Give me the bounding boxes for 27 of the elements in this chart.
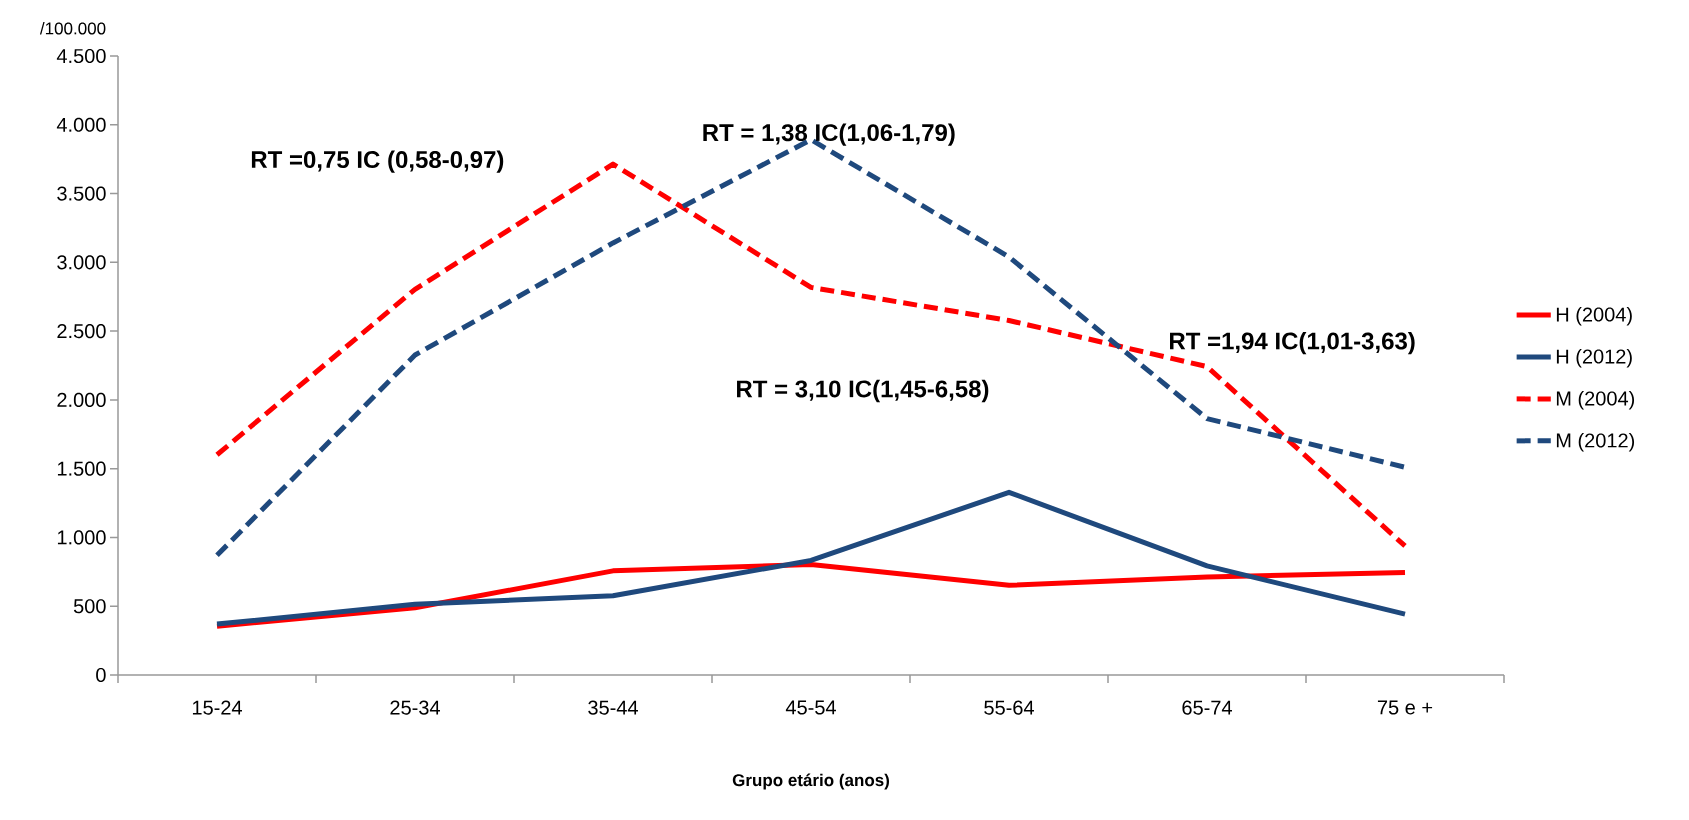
- annotation: RT =0,75 IC (0,58-0,97): [251, 150, 504, 173]
- y-tick-label: 4.000: [56, 117, 106, 132]
- y-tick-label: 3.000: [57, 255, 106, 270]
- y-tick-label: 4.500: [56, 48, 106, 64]
- y-tick-label: 500: [73, 599, 106, 614]
- x-tick-label: 45-54: [785, 700, 836, 715]
- y-tick-label: 2.500: [57, 324, 106, 339]
- annotation: RT = 3,10 IC(1,45-6,58): [737, 379, 989, 403]
- x-tick-label: 75 e +: [1377, 700, 1433, 715]
- annotation: RT = 1,38 IC(1,06-1,79): [703, 123, 955, 146]
- legend-label: H (2012): [1556, 348, 1632, 368]
- legend-label: M (2012): [1556, 432, 1635, 452]
- y-tick-label: 0: [96, 667, 106, 683]
- y-tick-label: 1.500: [57, 461, 106, 476]
- x-tick-label: 25-34: [390, 700, 440, 715]
- x-tick-label: 35-44: [588, 700, 638, 715]
- x-tick-label: 65-74: [1182, 700, 1232, 715]
- y-axis-title: /100.000: [39, 21, 106, 35]
- annotation: RT =1,94 IC(1,01-3,63): [1170, 331, 1415, 355]
- x-tick-label: 15-24: [192, 700, 242, 715]
- legend-label: H (2004): [1556, 306, 1632, 326]
- y-tick-label: 1.000: [57, 530, 106, 545]
- x-axis-title: Grupo etário (anos): [732, 773, 890, 790]
- y-tick-label: 3.500: [57, 186, 106, 201]
- y-tick-label: 2.000: [57, 392, 106, 407]
- x-tick-label: 55-64: [984, 700, 1034, 715]
- legend-label: M (2004): [1556, 390, 1635, 410]
